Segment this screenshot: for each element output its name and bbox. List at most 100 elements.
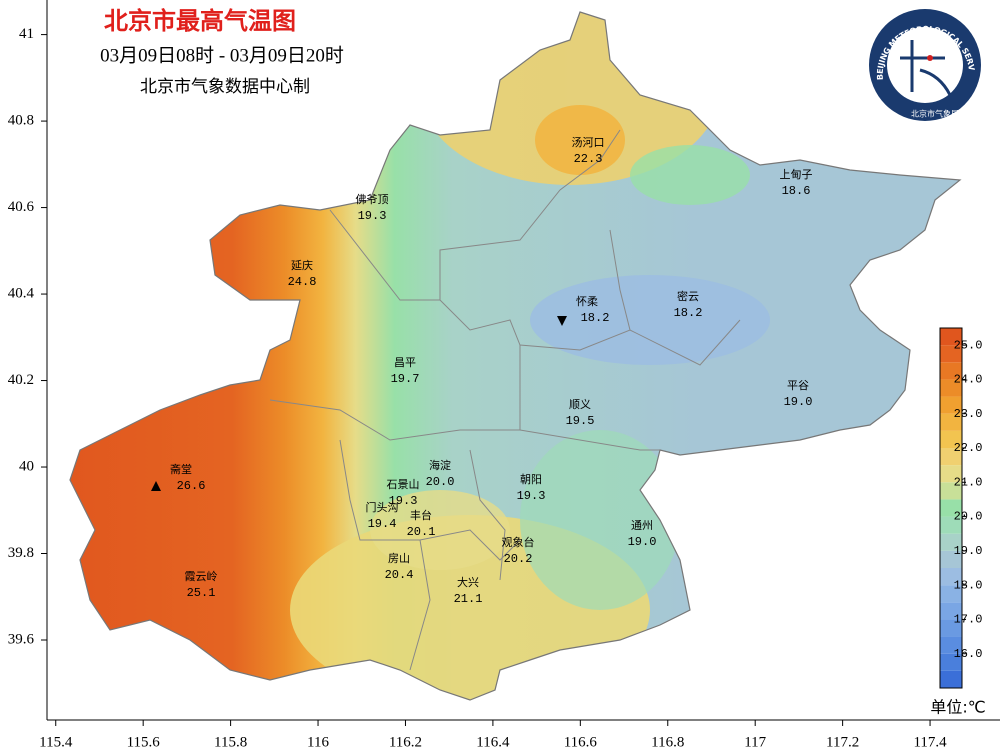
station-name: 昌平	[394, 356, 416, 369]
station-name: 门头沟	[366, 500, 399, 514]
colorbar-label: 17.0	[954, 613, 983, 627]
y-tick-label: 40.4	[8, 285, 35, 301]
station-value: 20.0	[426, 475, 455, 489]
colorbar-label: 24.0	[954, 373, 983, 387]
colorbar-swatch	[940, 516, 962, 534]
colorbar-swatch	[940, 499, 962, 517]
min-marker	[557, 316, 567, 326]
title: 北京市最高气温图	[104, 7, 296, 35]
station-name: 上甸子	[780, 168, 813, 181]
station-value: 24.8	[288, 275, 317, 289]
district-borders	[269, 129, 741, 671]
station-name: 汤河口	[572, 135, 605, 149]
colorbar-swatch	[940, 396, 962, 414]
max-marker	[151, 481, 161, 491]
colorbar-swatch	[940, 413, 962, 431]
period: 03月09日08时 - 03月09日20时	[100, 44, 344, 66]
station-value: 20.2	[504, 552, 533, 566]
station-name: 怀柔	[576, 295, 598, 308]
station-value: 22.3	[574, 152, 603, 166]
station-name: 朝阳	[520, 473, 542, 486]
station-value: 19.5	[566, 414, 595, 428]
y-tick-label: 41	[19, 26, 34, 42]
station-value: 21.1	[454, 592, 483, 606]
x-tick-label: 116.8	[651, 734, 684, 750]
station-name: 石景山	[387, 478, 420, 491]
unit: 单位:℃	[930, 698, 985, 717]
station-name: 海淀	[429, 458, 451, 472]
x-tick-label: 115.4	[39, 734, 73, 750]
colorbar-label: 16.0	[954, 647, 983, 661]
producer: 北京市气象数据中心制	[140, 77, 310, 97]
colorbar-swatch	[940, 550, 962, 568]
colorbar-swatch	[940, 619, 962, 637]
x-tick-label: 116.6	[564, 734, 598, 750]
colorbar-swatch	[940, 328, 962, 346]
station-name: 斋堂	[170, 462, 192, 476]
colorbar-swatch	[940, 379, 962, 397]
colorbar-swatch	[940, 448, 962, 466]
station-value: 19.3	[389, 494, 418, 508]
station-value: 19.4	[368, 517, 397, 531]
colorbar-label: 19.0	[954, 544, 983, 558]
station-name: 通州	[631, 519, 653, 532]
x-tick-label: 116.2	[389, 734, 422, 750]
station-name: 佛爷顶	[356, 192, 389, 206]
colorbar-label: 18.0	[954, 578, 983, 592]
x-tick-label: 117.4	[913, 734, 947, 750]
station-value: 18.2	[674, 306, 703, 320]
station-value: 18.6	[782, 184, 811, 198]
colorbar-swatch	[940, 568, 962, 586]
colorbar-label: 20.0	[954, 510, 983, 524]
colorbar-label: 23.0	[954, 407, 983, 421]
colorbar-swatch	[940, 430, 962, 448]
station-value: 19.0	[628, 535, 657, 549]
x-tick-label: 116	[307, 734, 329, 750]
colorbar-swatch	[940, 670, 962, 688]
colorbar-label: 25.0	[954, 338, 983, 352]
station-value: 19.7	[391, 372, 420, 386]
x-tick-label: 115.6	[127, 734, 161, 750]
station-name: 顺义	[569, 398, 591, 411]
colorbar-label: 21.0	[954, 475, 983, 489]
station-name: 霞云岭	[185, 569, 218, 583]
colorbar-swatch	[940, 533, 962, 551]
station-value: 25.1	[187, 586, 216, 600]
station-name: 观象台	[502, 535, 535, 549]
station-value: 19.3	[358, 209, 387, 223]
station-value: 18.2	[581, 311, 610, 325]
colorbar-swatch	[940, 636, 962, 654]
colorbar-label: 22.0	[954, 441, 983, 455]
station-value: 20.4	[385, 568, 414, 582]
y-tick-label: 40.8	[8, 113, 34, 129]
station-value: 19.0	[784, 395, 813, 409]
colorbar-swatch	[940, 465, 962, 483]
y-tick-label: 39.6	[8, 631, 35, 647]
colorbar-swatch	[940, 482, 962, 500]
y-tick-label: 39.8	[8, 545, 34, 561]
y-tick-label: 40	[19, 458, 34, 474]
station-name: 大兴	[457, 575, 479, 589]
station-name: 延庆	[291, 258, 313, 272]
x-tick-label: 117	[744, 734, 766, 750]
colorbar-swatch	[940, 362, 962, 380]
x-tick-label: 115.8	[214, 734, 247, 750]
colorbar-swatch	[940, 345, 962, 363]
colorbar-swatch	[940, 585, 962, 603]
station-value: 26.6	[177, 479, 206, 493]
y-tick-label: 40.2	[8, 372, 34, 388]
colorbar-swatch	[940, 653, 962, 671]
frame	[46, 0, 1000, 721]
x-tick-label: 116.4	[476, 734, 510, 750]
station-value: 19.3	[517, 489, 546, 503]
station-value: 20.1	[407, 525, 436, 539]
station-name: 密云	[677, 289, 699, 303]
colorbar-swatch	[940, 602, 962, 620]
y-tick-label: 40.6	[8, 199, 35, 215]
x-tick-label: 117.2	[826, 734, 859, 750]
station-name: 房山	[388, 552, 410, 565]
station-name: 平谷	[787, 379, 809, 392]
station-name: 丰台	[410, 508, 432, 522]
logo-subtext: 北京市气象局	[911, 109, 959, 119]
